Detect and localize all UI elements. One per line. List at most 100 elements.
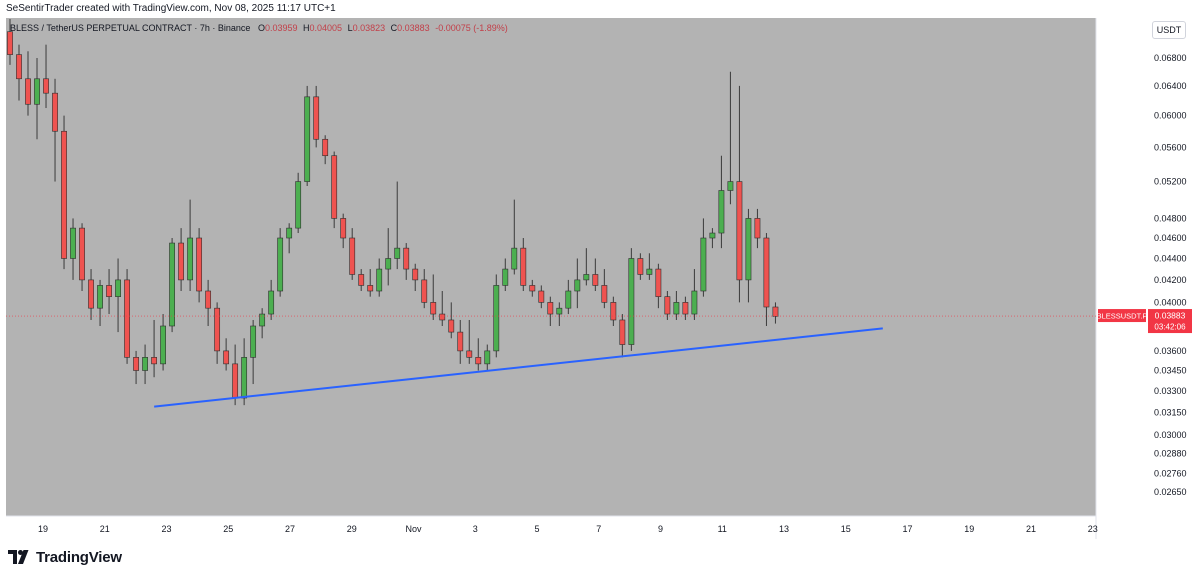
symbol-label: BLESSUSDT.P <box>1097 312 1148 321</box>
candle <box>709 228 716 249</box>
candle <box>70 218 76 280</box>
symbol-title: BLESS / TetherUS PERPETUAL CONTRACT · 7h… <box>10 23 251 33</box>
candle <box>556 302 563 327</box>
support-trendline[interactable] <box>154 327 883 408</box>
open-label: O <box>257 23 265 33</box>
candle <box>268 279 275 320</box>
candle <box>583 248 590 286</box>
candle-body <box>403 247 410 270</box>
candle <box>763 233 770 327</box>
candle <box>313 85 320 148</box>
candle <box>187 199 194 292</box>
last-price-badge <box>1148 309 1192 334</box>
candle <box>43 44 49 109</box>
candle <box>628 248 635 351</box>
candle <box>205 279 212 327</box>
candle <box>151 319 157 378</box>
candle <box>736 85 743 303</box>
candle-body <box>466 350 473 358</box>
candle-body <box>511 247 518 270</box>
candle-body <box>43 78 49 94</box>
bar-countdown: 03:42:06 <box>1154 323 1186 332</box>
chart-frame[interactable]: 0.01972 (54.37%) 1,972 0.068000.064000.0… <box>6 18 1193 539</box>
candle <box>403 243 410 280</box>
symbol-price-badge <box>1098 309 1146 323</box>
price-chart[interactable]: 0.01972 (54.37%) 1,972 0.068000.064000.0… <box>6 18 1193 539</box>
candle <box>682 296 689 320</box>
time-tick-label: 23 <box>1088 524 1098 534</box>
price-tick-label: 0.04000 <box>1154 297 1187 307</box>
candle-body <box>286 227 293 239</box>
chart-attribution: SeSentirTrader created with TradingView.… <box>6 3 336 14</box>
candle <box>529 279 536 297</box>
candle-body <box>664 296 671 315</box>
time-axis-background <box>6 516 1096 539</box>
candle-body <box>754 218 761 239</box>
candle-body <box>97 285 103 309</box>
tradingview-logo: TradingView <box>8 547 122 567</box>
candle-body <box>574 279 581 292</box>
candle <box>412 263 419 292</box>
candle <box>88 269 94 320</box>
candle-body <box>106 285 112 297</box>
candle-body <box>700 237 707 292</box>
candle <box>574 258 581 309</box>
candle-body <box>430 302 437 315</box>
candle-body <box>736 181 743 281</box>
candle <box>196 228 203 303</box>
candle-body <box>448 319 455 333</box>
currency-button[interactable]: USDT <box>1152 21 1186 39</box>
candle-body <box>259 313 266 327</box>
candle <box>277 228 284 297</box>
candle <box>7 19 13 65</box>
candle <box>565 279 572 315</box>
candle-body <box>394 247 401 259</box>
candle <box>250 319 257 385</box>
candle-body <box>7 31 13 55</box>
candle <box>700 218 707 297</box>
candle <box>502 258 509 292</box>
candle <box>727 71 734 205</box>
candle-body <box>34 78 40 105</box>
price-tick-label: 0.06400 <box>1154 81 1187 91</box>
candle <box>52 78 58 182</box>
candle <box>241 338 248 406</box>
candle-body <box>772 306 779 317</box>
candle <box>304 85 311 186</box>
last-price-value: 0.03883 <box>1155 311 1186 321</box>
close-value: 0.03883 <box>397 23 430 33</box>
candle-body <box>385 258 392 270</box>
candle <box>475 338 482 371</box>
candle <box>25 51 31 116</box>
price-tick-label: 0.03600 <box>1154 346 1187 356</box>
time-tick-label: 25 <box>223 524 233 534</box>
candle-body <box>439 313 446 321</box>
low-label: L <box>347 23 353 33</box>
candle-body <box>115 279 121 297</box>
candle-body <box>529 285 536 292</box>
time-tick-label: 17 <box>902 524 912 534</box>
candle-body <box>457 331 464 352</box>
candle <box>358 269 365 292</box>
candle-body <box>151 357 157 365</box>
candle <box>322 135 329 165</box>
candle-body <box>277 237 284 292</box>
candle <box>745 208 752 303</box>
candle <box>421 269 428 309</box>
candle <box>538 285 545 309</box>
candle <box>448 302 455 339</box>
candle-body <box>583 274 590 281</box>
candle-body <box>349 237 356 275</box>
candle-body <box>16 54 22 80</box>
candle-body <box>160 325 166 365</box>
time-tick-label: 19 <box>38 524 48 534</box>
candle <box>340 213 347 249</box>
candle <box>610 296 617 327</box>
candle <box>601 269 608 309</box>
candle <box>457 319 464 364</box>
candle-body <box>592 274 599 286</box>
candle <box>97 279 103 327</box>
time-tick-label: 7 <box>596 524 601 534</box>
low-value: 0.03823 <box>352 23 386 33</box>
candle-body <box>133 357 139 371</box>
